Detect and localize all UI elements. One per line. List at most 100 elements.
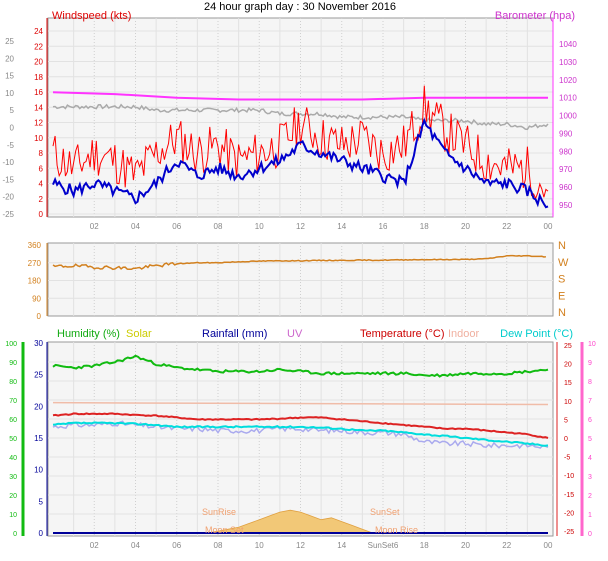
uv-label: UV bbox=[287, 328, 303, 340]
barometer-tick-label: 1020 bbox=[559, 76, 577, 85]
windspeed-tick-label: 24 bbox=[34, 27, 43, 36]
apparent-temperature-line bbox=[52, 420, 549, 450]
temperature-tick-label: 25 bbox=[564, 343, 572, 350]
x-tick-label: 20 bbox=[461, 222, 470, 231]
wind-direction-line bbox=[52, 254, 546, 271]
humidity-tick-label: 90 bbox=[9, 360, 17, 367]
x-tick-label: 14 bbox=[337, 222, 346, 231]
temperature-tick-label: 0 bbox=[564, 436, 568, 443]
x-tick-label: 06 bbox=[172, 541, 181, 550]
x-tick-label: 22 bbox=[502, 541, 511, 550]
temperature-tick-label: 5 bbox=[564, 417, 568, 424]
compass-label: N bbox=[558, 307, 566, 319]
compass-label: E bbox=[558, 290, 565, 302]
compass-label: W bbox=[558, 257, 569, 269]
panel-wind-barometer: Windspeed (kts) Barometer (hpa) 25201510… bbox=[2, 10, 577, 231]
barometer-tick-label: 980 bbox=[559, 147, 573, 156]
windspeed-tick-label: 6 bbox=[39, 164, 44, 173]
barometer-tick-label: 990 bbox=[559, 129, 573, 138]
panel3-x-ticks: 02 04 06 08 10 12 14 SunSet6 18 20 22 00 bbox=[90, 541, 553, 550]
humidity-tick-label: 80 bbox=[9, 379, 17, 386]
humidity-tick-label: 100 bbox=[5, 341, 17, 348]
temp-tick-label: -20 bbox=[2, 193, 14, 202]
uv-tick-label: 4 bbox=[588, 455, 592, 462]
x-tick-label: SunSet6 bbox=[368, 541, 399, 550]
x-tick-label: 10 bbox=[255, 541, 264, 550]
temp-tick-label: 15 bbox=[5, 72, 14, 81]
temperature-tick-label: -10 bbox=[564, 473, 574, 480]
temp-tick-label: -25 bbox=[2, 210, 14, 219]
uv-tick-label: 8 bbox=[588, 379, 592, 386]
temp-tick-label: 10 bbox=[5, 89, 14, 98]
x-tick-label: 12 bbox=[296, 541, 305, 550]
humidity-label: Humidity (%) bbox=[57, 328, 120, 340]
barometer-tick-label: 960 bbox=[559, 183, 573, 192]
x-tick-label: 10 bbox=[255, 222, 264, 231]
x-tick-label: 22 bbox=[502, 222, 511, 231]
uv-tick-label: 10 bbox=[588, 341, 596, 348]
uv-tick-label: 2 bbox=[588, 493, 592, 500]
barometer-line bbox=[52, 91, 548, 101]
sunset-label: SunSet bbox=[370, 507, 400, 517]
barometer-tick-label: 1000 bbox=[559, 112, 577, 121]
windspeed-tick-label: 8 bbox=[39, 149, 44, 158]
temperature-tick-label: -15 bbox=[564, 492, 574, 499]
panel-temperature-humidity: Humidity (%) Solar Rainfall (mm) UV Temp… bbox=[5, 328, 596, 550]
windspeed-tick-label: 2 bbox=[39, 195, 44, 204]
temp-tick-label: 0 bbox=[10, 124, 15, 133]
humidity-tick-label: 10 bbox=[9, 512, 17, 519]
uv-tick-label: 5 bbox=[588, 436, 592, 443]
humidity-tick-label: 70 bbox=[9, 398, 17, 405]
temp-outer-ticks: 25 20 15 10 5 0 -5 -10 -15 -20 -25 bbox=[2, 37, 14, 219]
humidity-tick-label: 40 bbox=[9, 455, 17, 462]
direction-tick-label: 360 bbox=[28, 241, 42, 250]
barometer-tick-label: 1030 bbox=[559, 58, 577, 67]
x-tick-label: 08 bbox=[214, 222, 223, 231]
barometer-tick-label: 1010 bbox=[559, 94, 577, 103]
temperature-line bbox=[52, 412, 549, 439]
x-tick-label: 18 bbox=[420, 541, 429, 550]
uv-tick-label: 7 bbox=[588, 398, 592, 405]
uv-tick-label: 1 bbox=[588, 512, 592, 519]
x-tick-label: 18 bbox=[420, 222, 429, 231]
barometer-label: Barometer (hpa) bbox=[495, 10, 575, 22]
uv-tick-label: 9 bbox=[588, 360, 592, 367]
direction-ticks: 360 270 180 90 0 bbox=[28, 241, 42, 321]
x-tick-label: 20 bbox=[461, 541, 470, 550]
temperature-tick-label: -5 bbox=[564, 455, 570, 462]
temp-tick-label: 5 bbox=[10, 106, 15, 115]
direction-tick-label: 180 bbox=[28, 277, 42, 286]
rainfall-tick-label: 30 bbox=[34, 339, 43, 348]
temp-tick-label: 20 bbox=[5, 54, 14, 63]
rainfall-tick-label: 0 bbox=[39, 529, 44, 538]
rainfall-tick-label: 25 bbox=[34, 371, 43, 380]
temp-grey-line bbox=[52, 103, 549, 131]
panel1-x-ticks: 02 04 06 08 10 12 14 16 18 20 22 00 bbox=[90, 222, 553, 231]
direction-tick-label: 270 bbox=[28, 259, 42, 268]
rainfall-tick-label: 20 bbox=[34, 402, 43, 411]
moonrise-label: Moon Rise bbox=[375, 525, 418, 535]
temperature-tick-label: 15 bbox=[564, 380, 572, 387]
temperature-tick-label: 10 bbox=[564, 399, 572, 406]
windspeed-tick-label: 0 bbox=[39, 210, 44, 219]
temperature-ticks: 25 20 15 10 5 0 -5 -10 -15 -20 -25 bbox=[564, 343, 574, 536]
dew-point-line bbox=[52, 421, 549, 447]
panel1-series bbox=[52, 85, 549, 209]
barometer-tick-label: 1040 bbox=[559, 40, 577, 49]
windspeed-tick-label: 22 bbox=[34, 42, 43, 51]
moonset-label: Moon Set bbox=[205, 525, 244, 535]
windspeed-average-line bbox=[52, 117, 549, 209]
rainfall-tick-label: 5 bbox=[39, 497, 44, 506]
rainfall-label: Rainfall (mm) bbox=[202, 328, 267, 340]
compass-label: N bbox=[558, 240, 566, 252]
barometer-tick-label: 950 bbox=[559, 201, 573, 210]
x-tick-label: 08 bbox=[214, 541, 223, 550]
x-tick-label: 04 bbox=[131, 222, 140, 231]
rainfall-tick-label: 15 bbox=[34, 434, 43, 443]
barometer-ticks: 1040 1030 1020 1010 1000 990 980 970 960 950 bbox=[559, 40, 577, 210]
x-tick-label: 04 bbox=[131, 541, 140, 550]
x-tick-label: 00 bbox=[544, 222, 553, 231]
